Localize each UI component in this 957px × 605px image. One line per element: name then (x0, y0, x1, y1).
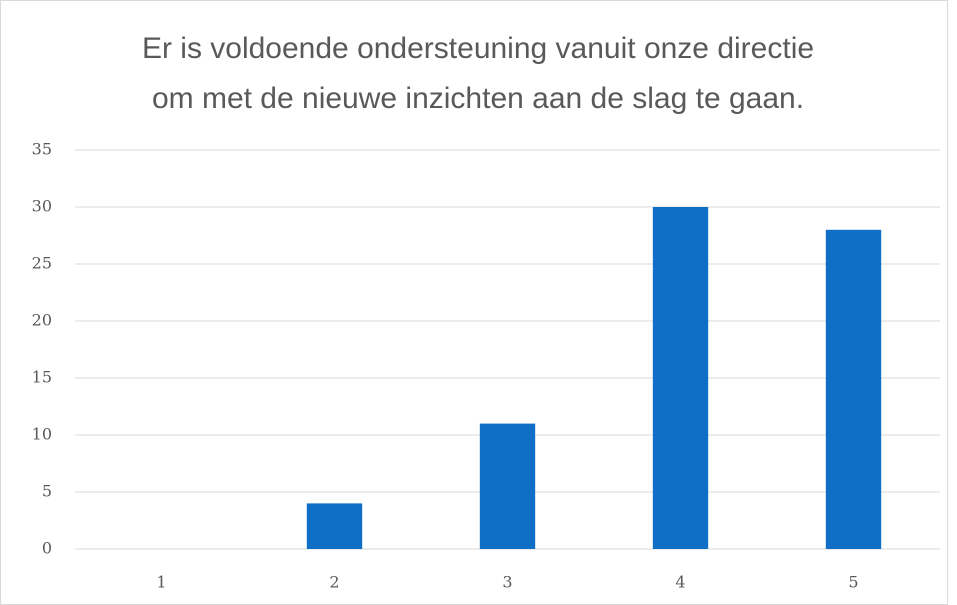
y-tick-label: 20 (32, 311, 52, 330)
y-tick-label: 35 (32, 140, 52, 159)
x-tick-label: 2 (329, 573, 339, 592)
bar (306, 503, 363, 549)
bar (479, 423, 536, 549)
y-tick-label: 5 (42, 482, 52, 501)
x-tick-label: 3 (502, 573, 512, 592)
bar (652, 207, 709, 549)
y-tick-label: 10 (32, 425, 52, 444)
chart-title: Er is voldoende ondersteuning vanuit onz… (142, 32, 814, 65)
y-tick-label: 30 (32, 197, 52, 216)
x-tick-label: 1 (156, 573, 166, 592)
y-tick-label: 15 (32, 368, 52, 387)
bar (825, 229, 882, 550)
y-tick-label: 0 (42, 539, 52, 558)
x-tick-label: 4 (675, 573, 685, 592)
y-tick-label: 25 (32, 254, 52, 273)
x-tick-label: 5 (848, 573, 858, 592)
chart-title: om met de nieuwe inzichten aan de slag t… (152, 82, 804, 115)
